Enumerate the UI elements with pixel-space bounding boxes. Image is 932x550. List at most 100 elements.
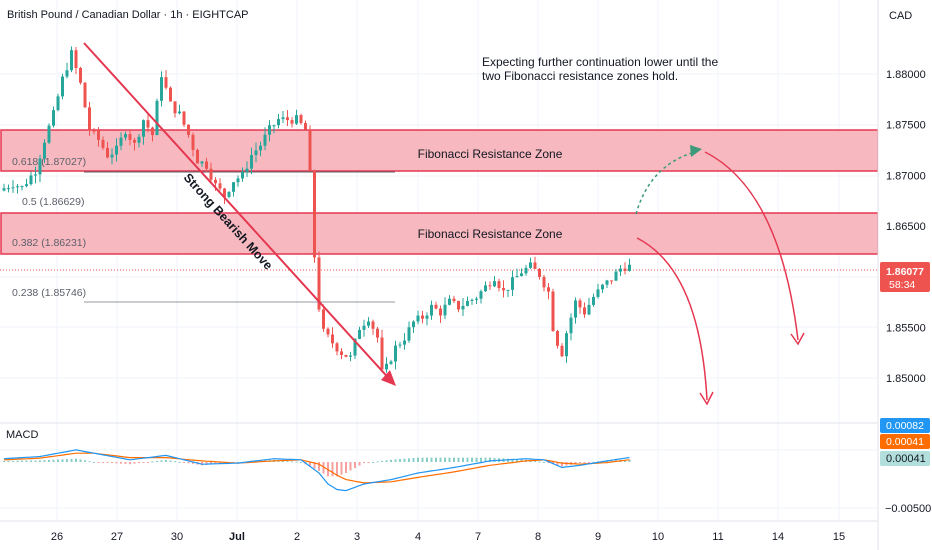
candle-body [470, 299, 474, 301]
x-tick-label: 15 [833, 531, 845, 543]
projection-down-arrow-2[interactable] [704, 151, 799, 341]
macd-hist-bar [516, 459, 518, 462]
candle-body [623, 268, 627, 271]
candle-body [560, 345, 564, 357]
candle-body [97, 130, 100, 140]
candle-body [430, 304, 433, 316]
macd-hist-bar [309, 462, 311, 467]
macd-hist-bar [57, 459, 59, 462]
macd-axis-tick: −0.00500 [885, 503, 931, 515]
macd-hist-bar [70, 458, 73, 462]
candle-body [106, 147, 109, 158]
fib-label-0618: 0.618 (1.87027) [12, 156, 86, 168]
macd-hist-bar [3, 460, 5, 462]
macd-hist-bar [52, 459, 55, 462]
candle-body [47, 125, 51, 143]
macd-hist-bar [412, 457, 415, 462]
macd-hist-bar [129, 462, 131, 465]
candle-body [160, 77, 163, 101]
x-tick-label: 11 [712, 531, 723, 543]
macd-hist-bar [111, 462, 113, 464]
candle-body [479, 291, 483, 299]
macd-hist-bar [624, 459, 626, 462]
fib-label-0382: 0.382 (1.86231) [12, 237, 86, 249]
candle-body [610, 280, 613, 282]
macd-hist-bar [322, 462, 325, 474]
y-tick-label: 1.87000 [886, 170, 926, 182]
chart-title: British Pound / Canadian Dollar · 1h · E… [7, 9, 249, 21]
macd-label: MACD [6, 429, 38, 441]
x-tick-label: 2 [294, 531, 300, 543]
candle-body [164, 77, 168, 88]
candle-body [353, 338, 357, 356]
candle-body [556, 331, 559, 346]
candle-body [209, 168, 213, 180]
candle-body [308, 129, 312, 172]
candle-body [151, 127, 154, 136]
macd-hist-bar [25, 460, 28, 462]
macd-hist-bar [336, 462, 338, 477]
candle-body [484, 285, 487, 292]
candle-body [574, 300, 577, 318]
macd-hist-bar [178, 461, 181, 463]
macd-hist-bar [340, 462, 343, 475]
bearish-arrow-line[interactable] [83, 42, 394, 384]
macd-hist-bar [205, 462, 208, 465]
candle-body [52, 110, 55, 126]
macd-hist-bar [592, 461, 595, 463]
candle-body [628, 264, 631, 271]
candle-body [583, 307, 586, 315]
candle-body [529, 262, 532, 268]
candle-body [565, 333, 568, 357]
candle-body [362, 325, 366, 330]
macd-hist-bar [471, 457, 473, 462]
macd-hist-bar [417, 457, 419, 462]
candle-body [358, 329, 361, 339]
last-price-tag [880, 262, 930, 292]
candle-body [43, 142, 46, 159]
fib-zone-upper[interactable] [0, 129, 879, 172]
macd-hist-bar [363, 462, 365, 464]
candle-body [376, 328, 379, 338]
candle-body [317, 257, 321, 310]
candle-body [295, 115, 298, 124]
macd-hist-bar [583, 462, 586, 463]
macd-hist-bar [88, 461, 91, 463]
projection-up-dotted[interactable] [635, 151, 696, 215]
candle-body [344, 354, 348, 357]
macd-hist-bar [61, 459, 64, 462]
candle-body [592, 296, 595, 305]
candle-body [290, 120, 294, 124]
macd-hist-bar [484, 457, 487, 462]
candle-body [182, 111, 186, 125]
macd-hist-bar [174, 461, 176, 463]
candle-body [272, 125, 276, 127]
projection-down-arrow-1[interactable] [636, 237, 708, 401]
candle-body [551, 291, 555, 332]
candle-body [299, 115, 303, 124]
hist-tag [880, 451, 930, 466]
candle-body [502, 288, 505, 291]
macd-hist-bar [381, 460, 383, 462]
zone-label-lower: Fibonacci Resistance Zone [418, 227, 563, 241]
candle-body [74, 50, 78, 68]
hist-tag-value: 0.00041 [886, 453, 926, 465]
x-tick-label: 3 [354, 531, 360, 543]
macd-hist-bar [75, 458, 77, 462]
candle-body [128, 134, 132, 140]
x-tick-label: 26 [51, 531, 63, 543]
macd-hist-bar [426, 457, 428, 462]
currency-label[interactable]: CAD [889, 10, 912, 22]
macd-hist-bar [106, 462, 109, 463]
fib-zone-lower[interactable] [0, 212, 879, 255]
macd-hist-bar [511, 458, 514, 462]
candle-body [457, 301, 460, 310]
macd-hist-bar [547, 462, 550, 464]
candle-body [403, 340, 406, 345]
candle-body [439, 308, 442, 316]
fib-label-0500: 0.5 (1.86629) [22, 196, 84, 208]
macd-hist-bar [219, 462, 221, 464]
candle-body [259, 145, 262, 151]
x-tick-label: 4 [415, 531, 421, 543]
